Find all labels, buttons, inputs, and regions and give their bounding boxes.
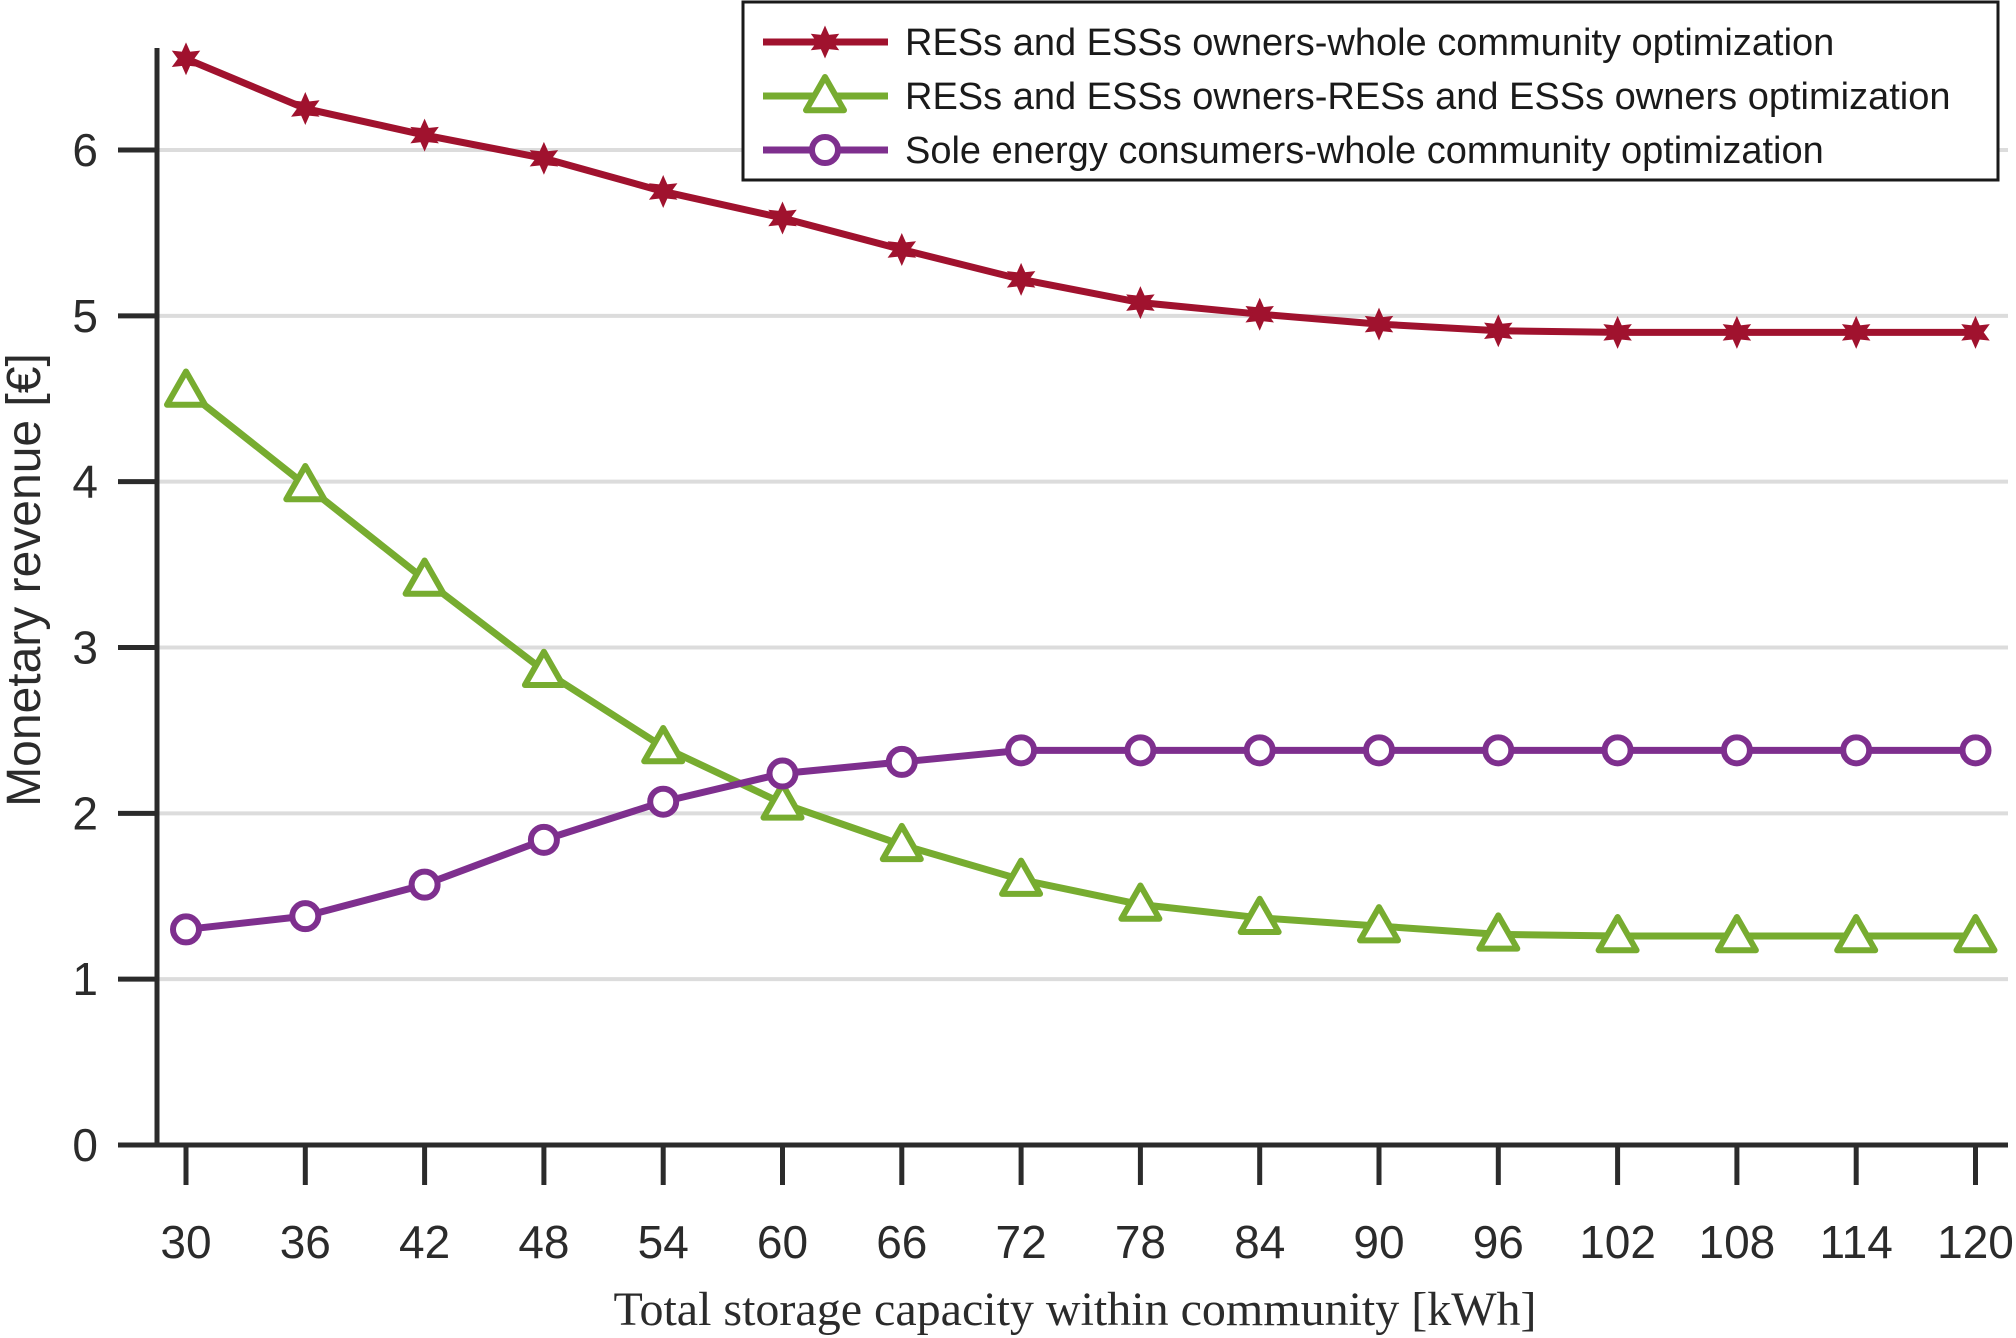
y-axis-label: Monetary revenue [€]: [0, 353, 51, 807]
data-point: [1006, 262, 1036, 296]
series-line: [183, 387, 1976, 940]
data-point: [1714, 914, 1759, 954]
data-point: [529, 141, 559, 175]
data-point: [1961, 315, 1990, 349]
data-point: [1959, 734, 1992, 767]
data-point: [1482, 734, 1515, 767]
x-tick-label: 42: [399, 1216, 450, 1268]
data-point: [1953, 914, 1998, 954]
y-tick-label: 0: [72, 1119, 98, 1171]
x-tick-label: 36: [280, 1216, 331, 1268]
data-point: [1364, 307, 1394, 341]
series-3: [170, 734, 1992, 946]
y-tick-label: 5: [72, 290, 98, 342]
data-point: [402, 557, 447, 597]
data-point: [1476, 912, 1521, 952]
x-tick-label: 102: [1579, 1216, 1656, 1268]
data-point: [885, 745, 918, 778]
legend-item-1: RESs and ESSs owners-whole community opt…: [763, 22, 1834, 64]
data-point: [1834, 914, 1879, 954]
series-line: [184, 55, 1976, 336]
x-tick-label: 120: [1937, 1216, 2014, 1268]
legend-item-2: RESs and ESSs owners-RESs and ESSs owner…: [763, 74, 1950, 118]
axes: [118, 48, 2008, 1148]
legend-marker: [803, 74, 847, 114]
data-point: [1005, 734, 1038, 767]
x-tick-label: 72: [996, 1216, 1047, 1268]
data-point: [760, 781, 805, 821]
data-point: [1357, 904, 1401, 944]
series-2: [164, 368, 1998, 954]
data-point: [1245, 297, 1274, 331]
data-point: [1126, 286, 1155, 320]
series: [164, 42, 1998, 954]
x-tick-label: 96: [1473, 1216, 1524, 1268]
legend-label: Sole energy consumers-whole community op…: [905, 130, 1824, 172]
data-point: [289, 900, 322, 933]
data-point: [647, 785, 680, 818]
x-tick-label: 66: [876, 1216, 927, 1268]
data-point: [1363, 734, 1395, 767]
x-tick-label: 114: [1820, 1216, 1893, 1268]
legend-label: RESs and ESSs owners-RESs and ESSs owner…: [905, 76, 1950, 118]
legend: RESs and ESSs owners-whole community opt…: [741, 0, 2000, 182]
data-point: [283, 462, 328, 503]
data-point: [768, 201, 797, 235]
x-tick-label: 48: [518, 1216, 569, 1268]
data-point: [527, 823, 560, 856]
y-tick-label: 1: [72, 953, 98, 1005]
data-point: [1118, 882, 1163, 922]
data-point: [1124, 734, 1157, 767]
data-point: [291, 92, 320, 125]
data-point: [408, 868, 441, 901]
data-point: [170, 913, 202, 946]
x-tick-label: 30: [160, 1216, 211, 1268]
x-tick-label: 54: [638, 1216, 689, 1268]
data-point: [1841, 315, 1871, 349]
data-point: [410, 118, 439, 152]
data-point: [1484, 314, 1513, 348]
data-point: [879, 822, 924, 863]
x-tick-label: 60: [757, 1216, 808, 1268]
data-point: [1722, 315, 1752, 349]
grid-lines: [157, 148, 2008, 982]
data-point: [1720, 734, 1753, 767]
x-tick-label: 84: [1234, 1216, 1285, 1268]
data-point: [1237, 895, 1282, 936]
data-point: [1595, 914, 1640, 954]
y-tick-label: 4: [72, 456, 98, 508]
legend-marker: [809, 134, 841, 166]
legend-box: [741, 0, 2000, 182]
x-axis-label: Total storage capacity within community …: [613, 1283, 1536, 1336]
y-tick-label: 2: [72, 787, 98, 839]
data-point: [171, 42, 201, 76]
legend-item-3: Sole energy consumers-whole community op…: [763, 130, 1824, 172]
data-point: [1601, 734, 1634, 767]
data-point: [766, 757, 799, 790]
x-tick-label: 108: [1699, 1216, 1776, 1268]
y-tick-label: 3: [72, 622, 98, 674]
x-ticks: 30 36 42 48 54 60 66 72 78 84 90 96 102 108 114 120: [160, 1145, 2014, 1268]
data-point: [887, 233, 917, 266]
data-point: [164, 368, 208, 408]
data-point: [1243, 734, 1276, 767]
series-1: [171, 42, 1990, 349]
data-point: [1603, 315, 1632, 349]
data-point: [521, 648, 566, 688]
legend-label: RESs and ESSs owners-whole community opt…: [905, 22, 1834, 64]
y-ticks: 0 1 2 3 4 5 6: [72, 124, 157, 1171]
x-tick-label: 90: [1353, 1216, 1404, 1268]
data-point: [999, 857, 1044, 897]
data-point: [1840, 734, 1873, 767]
legend-marker: [810, 25, 840, 59]
x-tick-label: 78: [1115, 1216, 1166, 1268]
y-tick-label: 6: [72, 124, 98, 176]
data-point: [641, 725, 686, 765]
series-line: [185, 746, 1976, 933]
data-point: [648, 175, 678, 208]
